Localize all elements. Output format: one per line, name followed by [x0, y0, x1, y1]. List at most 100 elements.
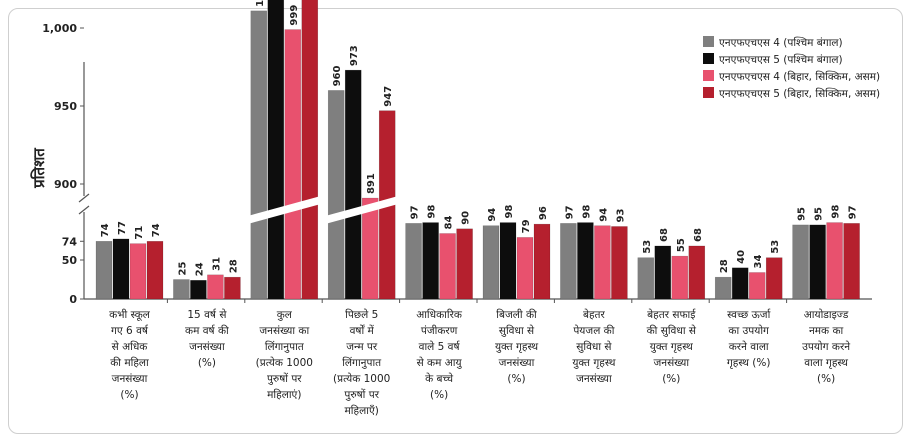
legend-swatch — [703, 70, 714, 81]
category-label: नमक का — [809, 325, 844, 337]
bar — [748, 272, 766, 300]
bar-value-label: 98 — [427, 205, 438, 219]
bar-value-label: 74 — [100, 223, 111, 237]
bar-value-label: 999 — [289, 5, 300, 26]
category-label: (प्रत्येक 1000 — [333, 372, 390, 385]
bar — [611, 226, 628, 300]
category-label: लिंगानुपात — [265, 340, 305, 353]
category-label: वाला गृहस्थ — [804, 357, 848, 369]
category-label: (प्रत्येक 1000 — [256, 356, 313, 369]
category-label: का उपयोग — [728, 324, 770, 337]
legend-swatch — [703, 87, 714, 98]
bar-value-label: 79 — [521, 219, 532, 233]
category-label: युक्त गृहस्थ — [650, 341, 693, 353]
bar — [843, 223, 860, 300]
bar-value-label: 84 — [444, 216, 455, 230]
category-label: महिलाएं) — [267, 388, 301, 401]
bar — [301, 0, 319, 300]
category-label: लिंगानुपात — [342, 356, 382, 369]
category-label: जनसंख्या — [189, 341, 225, 353]
bar — [344, 69, 362, 300]
y-axis-label: प्रतिशत — [30, 147, 48, 189]
bar — [792, 224, 809, 300]
category-label: सुविधा से — [499, 324, 535, 337]
bar — [731, 267, 749, 300]
bar-value-label: 25 — [177, 262, 188, 276]
legend-swatch — [703, 53, 714, 64]
bar — [671, 255, 689, 300]
bar-value-label: 947 — [383, 86, 394, 107]
category-label: करने वाला — [729, 340, 769, 353]
y-tick-label: 900 — [54, 178, 77, 191]
bar — [533, 223, 551, 300]
axis-break-mark — [78, 193, 90, 203]
bar — [284, 29, 302, 300]
bar — [267, 0, 285, 300]
bar-break-mark — [247, 196, 321, 224]
bar — [499, 222, 517, 300]
bar-value-label: 53 — [770, 240, 781, 254]
bar — [422, 222, 439, 300]
y-tick-label: 74 — [62, 235, 78, 248]
category-label: पिछले 5 — [345, 308, 378, 321]
bar — [594, 225, 611, 300]
bar — [654, 245, 672, 300]
bar — [688, 245, 706, 300]
bar — [714, 276, 732, 300]
bar — [439, 233, 456, 300]
legend-label: एनएफएचएस 4 (पश्चिम बंगाल) — [719, 36, 843, 49]
category-label: जनसंख्या — [576, 373, 612, 385]
bar-value-label: 90 — [461, 211, 472, 225]
bar — [129, 243, 147, 300]
bar — [173, 279, 190, 300]
bar-value-label: 31 — [211, 257, 222, 271]
category-label: जनसंख्या — [653, 357, 689, 369]
bar-value-label: 973 — [349, 45, 360, 66]
bar-value-label: 68 — [693, 228, 704, 242]
category-label: वर्षों में — [350, 324, 375, 337]
category-label: की महिला — [110, 356, 149, 369]
category-label: कम वर्ष की — [185, 324, 229, 337]
category-label: से अधिक — [112, 340, 149, 353]
category-label: पुरुषों पर — [267, 372, 302, 385]
category-label: बिजली की — [496, 308, 537, 321]
bar — [250, 10, 268, 300]
bars — [95, 0, 860, 300]
y-tick-label: 950 — [54, 100, 77, 113]
bar-value-label: 97 — [848, 205, 859, 219]
bar — [405, 223, 422, 300]
category-label: स्वच्छ ऊर्जा — [727, 308, 771, 321]
category-label: आधिकारिक — [416, 308, 463, 321]
category-label: सुविधा से — [576, 340, 612, 353]
bar-value-label: 74 — [151, 223, 162, 237]
category-label: जनसंख्या का — [259, 325, 309, 337]
y-tick-label: 50 — [62, 254, 78, 267]
bar-value-label: 24 — [194, 262, 205, 276]
bar-value-label: 40 — [736, 250, 747, 264]
bar — [190, 280, 207, 300]
category-labels: कभी स्कूल गए 6 वर्ष से अधिक की महिला जनसंख्य… — [109, 308, 850, 417]
legend: एनएफएचएस 4 (पश्चिम बंगाल) एनएफएचएस 5 (पश्… — [703, 36, 880, 100]
bar — [95, 241, 113, 300]
bar — [361, 197, 379, 300]
category-label: जनसंख्या — [499, 357, 535, 369]
bar — [224, 276, 241, 300]
bar — [809, 224, 826, 300]
category-label: के बच्चे — [425, 372, 453, 385]
bar-value-label: 1,011 — [255, 0, 266, 7]
category-label: कभी स्कूल — [109, 308, 151, 321]
bar-value-label: 95 — [797, 207, 808, 221]
category-label: बेहतर — [583, 308, 606, 321]
legend-label: एनएफएचएस 4 (बिहार, सिक्किम, असम) — [719, 70, 880, 83]
bar-value-label: 94 — [487, 208, 498, 222]
bar-value-label: 68 — [659, 228, 670, 242]
bar — [516, 237, 534, 300]
bar-break-mark — [325, 196, 399, 224]
bar-value-label: 98 — [581, 205, 592, 219]
bar-value-label: 28 — [719, 259, 730, 273]
bar-value-label: 95 — [814, 207, 825, 221]
bar-value-label: 53 — [642, 240, 653, 254]
bar-value-label: 891 — [366, 173, 377, 194]
y-tick-label: 1,000 — [42, 22, 77, 35]
